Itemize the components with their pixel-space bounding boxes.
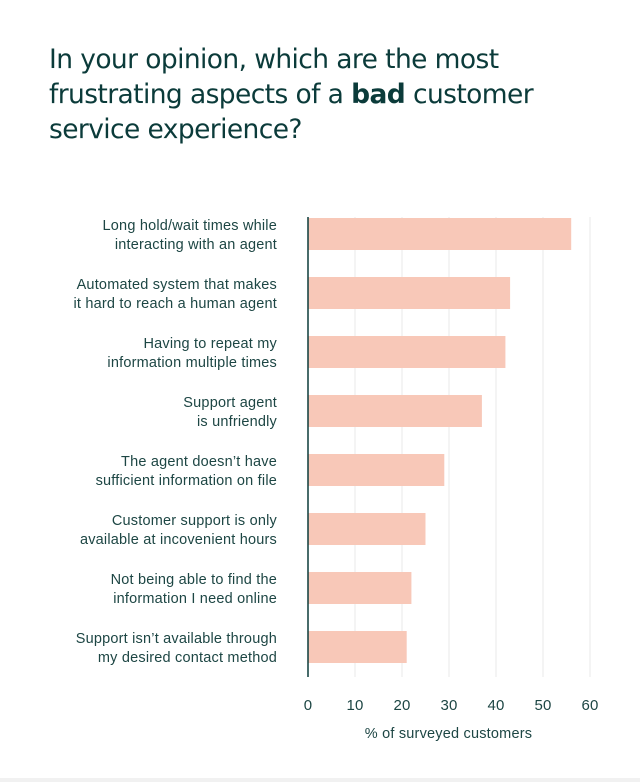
x-tick-label-50: 50 — [534, 697, 551, 714]
x-axis-title: % of surveyed customers — [365, 726, 532, 742]
category-label-1-line-0: Automated system that makes — [77, 277, 277, 293]
category-label-3-line-1: is unfriendly — [197, 414, 278, 430]
category-label-6-line-1: information I need online — [113, 591, 277, 607]
bars — [308, 218, 572, 663]
x-tick-label-20: 20 — [393, 697, 410, 714]
category-label-2-line-0: Having to repeat my — [143, 336, 277, 352]
bottom-divider — [0, 778, 640, 782]
category-label-7-line-0: Support isn’t available through — [76, 631, 277, 647]
x-tick-label-40: 40 — [487, 697, 504, 714]
category-label-0-line-0: Long hold/wait times while — [103, 218, 277, 234]
x-tick-label-60: 60 — [581, 697, 598, 714]
category-label-3-line-0: Support agent — [183, 395, 277, 411]
x-tick-label-0: 0 — [304, 697, 313, 714]
category-label-4-line-0: The agent doesn’t have — [121, 454, 277, 470]
bar-2 — [308, 336, 506, 368]
category-label-7-line-1: my desired contact method — [98, 650, 277, 666]
category-label-5-line-0: Customer support is only — [112, 513, 278, 529]
category-labels: Long hold/wait times while interacting wi… — [74, 218, 278, 666]
bar-3 — [308, 395, 482, 427]
bar-4 — [308, 454, 445, 486]
category-label-1-line-1: it hard to reach a human agent — [74, 296, 278, 312]
x-tick-label-10: 10 — [346, 697, 363, 714]
category-label-6-line-0: Not being able to find the — [111, 572, 277, 588]
x-tick-label-30: 30 — [440, 697, 457, 714]
bar-1 — [308, 277, 511, 309]
category-label-0-line-1: interacting with an agent — [115, 237, 277, 253]
x-tick-labels: 0 10 20 30 40 50 60 — [304, 697, 599, 714]
bar-0 — [308, 218, 572, 250]
category-label-4-line-1: sufficient information on file — [96, 473, 277, 489]
bar-7 — [308, 631, 407, 663]
bar-6 — [308, 572, 412, 604]
chart-title: In your opinion, which are the most frus… — [49, 44, 534, 145]
bar-5 — [308, 513, 426, 545]
category-label-2-line-1: information multiple times — [107, 355, 277, 371]
category-label-5-line-1: available at incovenient hours — [80, 532, 277, 548]
